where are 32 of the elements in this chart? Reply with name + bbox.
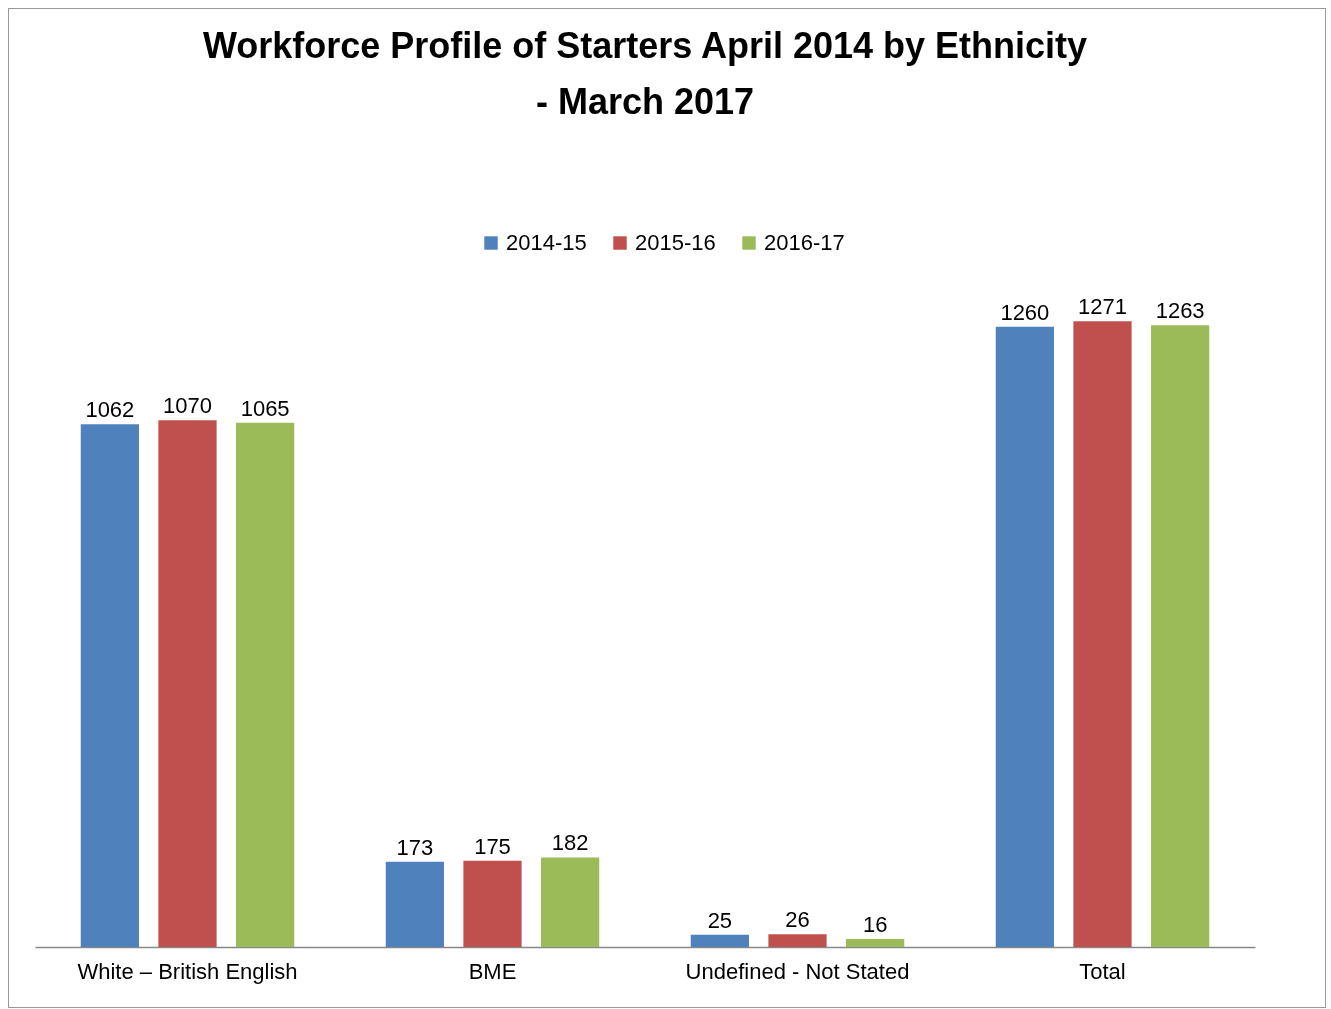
data-label: 1260 bbox=[1000, 299, 1050, 325]
bar bbox=[158, 420, 217, 947]
bar bbox=[1073, 321, 1132, 947]
x-tick-label: BME bbox=[468, 958, 517, 984]
bar bbox=[995, 326, 1054, 947]
data-label: 26 bbox=[785, 907, 810, 933]
x-tick-label: Undefined - Not Stated bbox=[685, 958, 910, 984]
data-label: 1065 bbox=[240, 395, 290, 421]
x-tick-label: White – British English bbox=[77, 958, 298, 984]
chart-title: Workforce Profile of Starters April 2014 by Ethnicity - March 2017 bbox=[202, 25, 1088, 122]
bar bbox=[768, 934, 827, 947]
bar bbox=[846, 939, 905, 947]
data-label: 16 bbox=[862, 912, 888, 938]
data-label: 1070 bbox=[163, 393, 212, 419]
data-label: 1062 bbox=[85, 397, 135, 423]
bar bbox=[385, 861, 444, 947]
bar bbox=[463, 860, 522, 947]
bar bbox=[1151, 325, 1210, 947]
legend-label: 2015-16 bbox=[635, 230, 716, 255]
bar bbox=[80, 424, 139, 947]
data-label: 1271 bbox=[1078, 294, 1127, 320]
data-label: 25 bbox=[707, 907, 733, 933]
data-label: 173 bbox=[396, 834, 434, 860]
bar bbox=[541, 857, 600, 947]
legend-label: 2014-15 bbox=[506, 230, 587, 255]
legend-label: 2016-17 bbox=[764, 230, 845, 255]
x-tick-label: Total bbox=[1079, 958, 1126, 984]
bar bbox=[236, 422, 295, 947]
bar bbox=[690, 934, 749, 947]
data-label: 175 bbox=[474, 833, 511, 859]
data-label: 182 bbox=[551, 830, 589, 856]
data-label: 1263 bbox=[1155, 298, 1205, 324]
